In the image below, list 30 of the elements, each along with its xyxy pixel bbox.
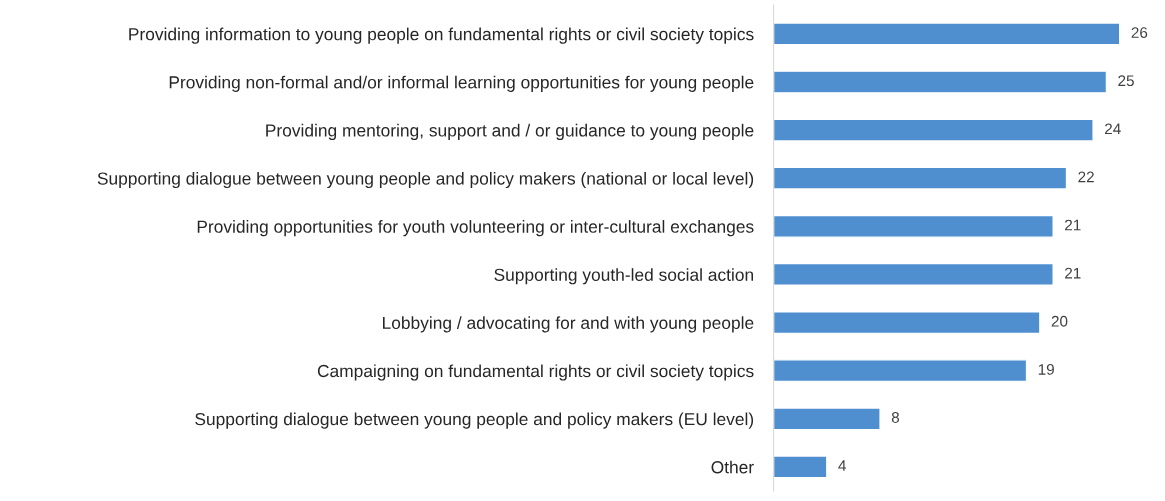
data-label: 8 xyxy=(891,412,900,423)
bar xyxy=(773,359,1028,383)
bar xyxy=(773,407,881,431)
bar xyxy=(773,166,1068,190)
bar xyxy=(773,70,1108,94)
bar xyxy=(773,262,1054,286)
data-label: 19 xyxy=(1038,363,1054,375)
bar xyxy=(773,22,1121,46)
data-label: 21 xyxy=(1065,219,1081,231)
y-tick-label: Providing opportunities for youth volunteering or inter-cultural exchanges xyxy=(197,220,754,237)
data-label: 22 xyxy=(1078,171,1094,183)
y-tick-label: Campaigning on fundamental rights or civil society topics xyxy=(317,364,754,381)
bar xyxy=(773,455,828,479)
data-label: 25 xyxy=(1118,75,1134,87)
data-label: 24 xyxy=(1105,123,1121,135)
y-tick-label: Providing information to young people on fundamental rights or civil society topics xyxy=(129,27,754,44)
y-tick-label: Supporting dialogue between young people and policy makers (national or local level) xyxy=(97,171,754,189)
y-tick-label: Lobbying / advocating for and with young people xyxy=(383,316,754,333)
y-tick-label: Supporting youth-led social action xyxy=(494,268,754,285)
bar xyxy=(773,311,1041,335)
data-label: 4 xyxy=(838,460,846,471)
data-label: 20 xyxy=(1051,315,1068,327)
bar xyxy=(773,118,1094,142)
y-tick-label: Supporting dialogue between young people and policy makers (EU level) xyxy=(195,412,754,429)
y-tick-label: Providing mentoring, support and / or guidance to young people xyxy=(266,123,754,140)
data-label: 26 xyxy=(1131,27,1148,38)
data-label: 21 xyxy=(1065,267,1081,279)
y-tick-label: Providing non-formal and/or informal learning opportunities for young people xyxy=(169,75,754,92)
y-tick-label: Other xyxy=(711,460,754,474)
bar xyxy=(773,214,1054,238)
